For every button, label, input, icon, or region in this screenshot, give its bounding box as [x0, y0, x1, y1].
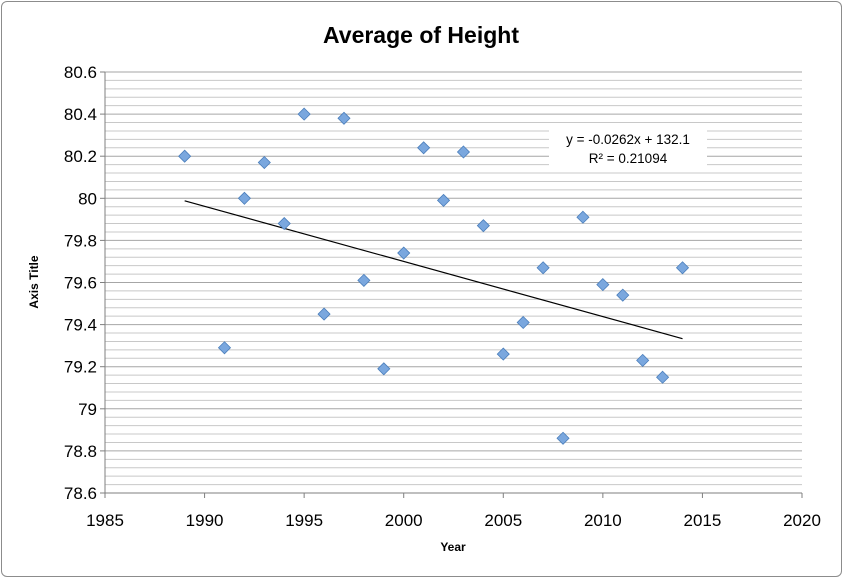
- y-tick-label: 80.4: [64, 105, 97, 124]
- y-tick-label: 79.8: [64, 231, 97, 250]
- x-tick-label: 1985: [86, 511, 124, 530]
- data-point: [436, 193, 451, 207]
- data-point: [357, 273, 371, 287]
- data-point: [417, 141, 431, 155]
- data-point: [675, 261, 690, 275]
- data-point: [257, 155, 271, 170]
- data-point: [596, 278, 610, 292]
- x-tick-label: 2010: [584, 511, 622, 530]
- trendline-equation: y = -0.0262x + 132.1: [566, 132, 690, 147]
- x-tick-label: 2020: [783, 511, 821, 530]
- data-point: [317, 307, 331, 321]
- y-tick-label: 79.4: [64, 316, 97, 335]
- y-tick-label: 80: [78, 189, 97, 208]
- data-point: [217, 341, 232, 355]
- y-tick-label: 78.8: [64, 442, 97, 461]
- data-point: [297, 107, 311, 121]
- equation-box: [549, 128, 707, 170]
- y-tick-label: 78.6: [64, 484, 97, 503]
- data-points: [178, 107, 690, 445]
- y-axis-label: Axis Title: [27, 255, 41, 308]
- data-point: [636, 353, 650, 367]
- y-tick-label: 79.2: [64, 358, 97, 377]
- x-tick-label: 1990: [186, 511, 224, 530]
- data-point: [456, 145, 471, 159]
- data-point: [178, 149, 192, 163]
- data-point: [496, 347, 510, 361]
- x-axis-label: Year: [440, 540, 466, 554]
- y-tick-label: 79.6: [64, 274, 97, 293]
- y-tick-labels: 78.6 78.8 79 79.2 79.4 79.6 79.8 80 80.2 80.4 80.6: [64, 63, 105, 503]
- x-tick-label: 2000: [385, 511, 423, 530]
- data-point: [616, 288, 630, 302]
- x-tick-labels: 1985 1990 1995 2000 2005 2010 2015 2020: [86, 493, 821, 530]
- y-tick-label: 80.2: [64, 147, 97, 166]
- data-point: [516, 315, 530, 330]
- x-tick-label: 1995: [285, 511, 323, 530]
- x-tick-label: 2015: [684, 511, 722, 530]
- data-point: [397, 246, 411, 260]
- data-point: [337, 111, 351, 125]
- data-point: [656, 370, 670, 384]
- y-tick-label: 79: [78, 400, 97, 419]
- data-point: [237, 191, 251, 205]
- chart-title: Average of Height: [323, 22, 519, 48]
- data-point: [556, 431, 570, 445]
- gridlines: [105, 71, 802, 486]
- data-point: [536, 261, 550, 275]
- y-tick-label: 80.6: [64, 63, 97, 82]
- data-point: [476, 219, 490, 233]
- data-point: [576, 210, 590, 224]
- data-point: [377, 362, 391, 376]
- data-point: [277, 216, 291, 231]
- trendline: [184, 200, 683, 340]
- trendline-r-squared: R² = 0.21094: [589, 151, 668, 166]
- x-tick-label: 2005: [484, 511, 522, 530]
